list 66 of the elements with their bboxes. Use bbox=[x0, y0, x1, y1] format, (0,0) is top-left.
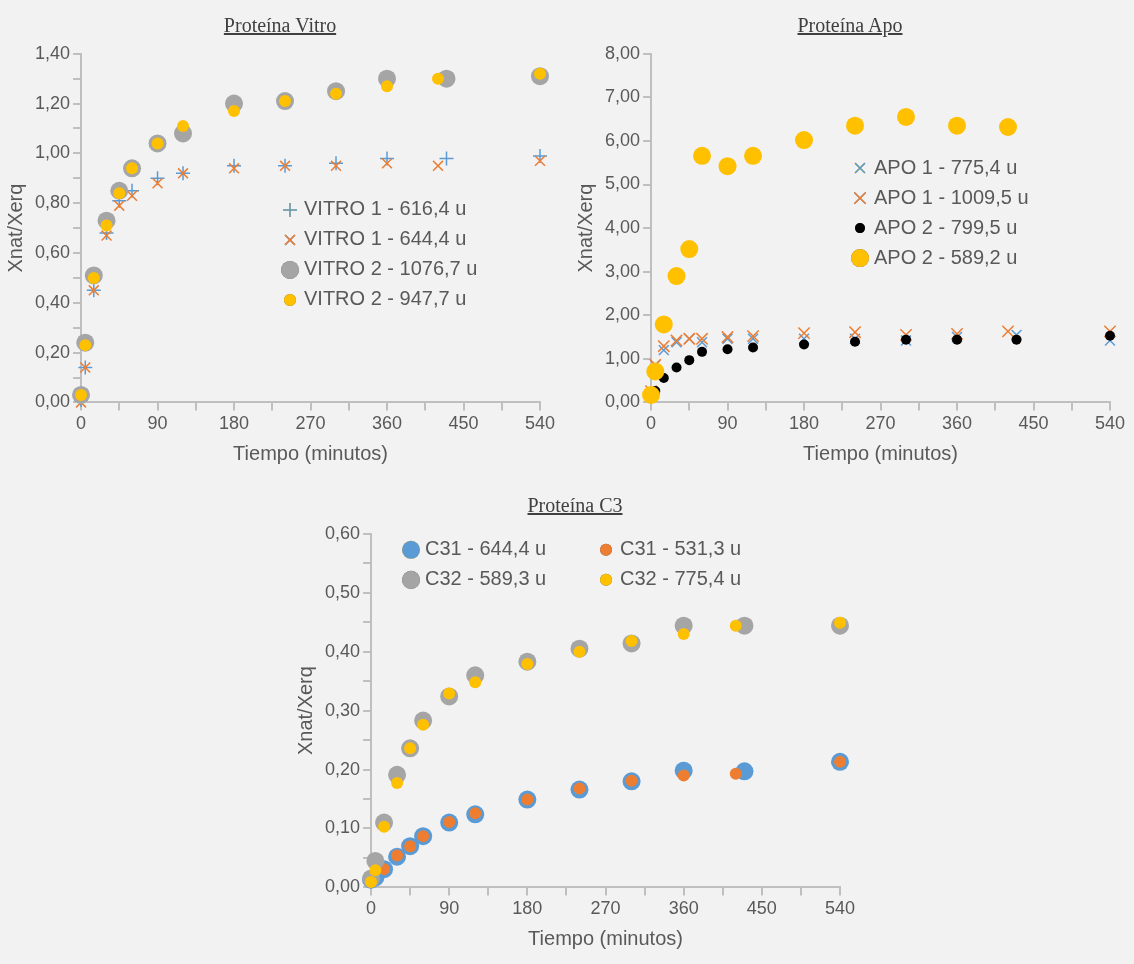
legend-label: APO 1 - 775,4 u bbox=[874, 155, 1018, 178]
legend-label: VITRO 2 - 947,7 u bbox=[304, 287, 467, 310]
legend-label: C31 - 531,3 u bbox=[620, 537, 742, 560]
y-axis-title: Xnat/Xerq bbox=[3, 183, 26, 273]
y-tick-label: 1,00 bbox=[34, 142, 71, 163]
x-tick-label: 180 bbox=[219, 413, 250, 434]
y-tick-label: 0,10 bbox=[324, 817, 361, 838]
legend-label: APO 2 - 799,5 u bbox=[874, 215, 1018, 238]
x-tick-label: 0 bbox=[646, 413, 657, 434]
y-tick-label: 0,00 bbox=[34, 391, 71, 412]
legend-label: C31 - 644,4 u bbox=[425, 537, 547, 560]
chart-title: Proteína Vitro bbox=[222, 14, 338, 37]
y-tick-label: 0,80 bbox=[34, 192, 71, 213]
y-tick-label: 0,40 bbox=[34, 291, 71, 312]
x-tick-label: 450 bbox=[1018, 413, 1049, 434]
y-tick-label: 0,20 bbox=[34, 341, 71, 362]
x-tick-label: 360 bbox=[371, 413, 403, 434]
y-tick-label: 0,20 bbox=[324, 758, 361, 779]
y-tick-label: 0,00 bbox=[324, 876, 361, 897]
y-tick-label: 0,00 bbox=[604, 391, 641, 412]
y-tick-label: 6,00 bbox=[604, 129, 641, 150]
x-tick-label: 360 bbox=[668, 898, 699, 919]
legend-label: C32 - 775,4 u bbox=[620, 567, 742, 590]
y-tick-label: 4,00 bbox=[604, 217, 641, 238]
x-tick-label: 450 bbox=[746, 898, 777, 919]
y-tick-label: 0,60 bbox=[34, 241, 71, 262]
x-tick-label: 0 bbox=[76, 413, 87, 434]
x-tick-label: 540 bbox=[524, 413, 556, 434]
legend-label: VITRO 1 - 644,4 u bbox=[304, 227, 467, 250]
x-tick-label: 360 bbox=[941, 413, 973, 434]
x-axis-title: Tiempo (minutos) bbox=[233, 441, 388, 464]
x-tick-label: 450 bbox=[448, 413, 479, 434]
x-tick-label: 540 bbox=[1094, 413, 1126, 434]
x-tick-label: 180 bbox=[789, 413, 820, 434]
y-tick-label: 5,00 bbox=[604, 173, 641, 194]
y-axis-title: Xnat/Xerq bbox=[573, 183, 596, 273]
x-tick-label: 0 bbox=[366, 898, 377, 919]
x-axis-title: Tiempo (minutos) bbox=[803, 441, 958, 464]
y-tick-label: 0,40 bbox=[324, 640, 361, 661]
legend-label: VITRO 2 - 1076,7 u bbox=[304, 257, 478, 280]
x-tick-label: 270 bbox=[295, 413, 326, 434]
chart-title: Proteína Apo bbox=[796, 14, 904, 37]
chart-title: Proteína C3 bbox=[526, 494, 624, 517]
y-tick-label: 1,00 bbox=[604, 347, 641, 368]
legend-label: APO 1 - 1009,5 u bbox=[874, 185, 1029, 208]
x-tick-label: 540 bbox=[824, 898, 856, 919]
y-tick-label: 1,20 bbox=[34, 92, 71, 113]
x-tick-label: 180 bbox=[512, 898, 543, 919]
x-tick-label: 90 bbox=[439, 898, 460, 919]
legend-label: APO 2 - 589,2 u bbox=[874, 245, 1018, 268]
y-tick-label: 0,30 bbox=[324, 699, 361, 720]
x-tick-label: 90 bbox=[717, 413, 738, 434]
y-tick-label: 0,50 bbox=[324, 581, 361, 602]
y-axis-title: Xnat/Xerq bbox=[293, 666, 316, 756]
legend-label: VITRO 1 - 616,4 u bbox=[304, 197, 467, 220]
x-tick-label: 270 bbox=[865, 413, 896, 434]
legend-label: C32 - 589,3 u bbox=[425, 567, 547, 590]
y-tick-label: 7,00 bbox=[604, 86, 641, 107]
y-tick-label: 8,00 bbox=[604, 42, 641, 63]
y-tick-label: 1,40 bbox=[34, 42, 71, 63]
y-tick-label: 0,60 bbox=[324, 522, 361, 543]
x-tick-label: 270 bbox=[590, 898, 621, 919]
y-tick-label: 2,00 bbox=[604, 304, 641, 325]
x-axis-title: Tiempo (minutos) bbox=[528, 926, 683, 949]
y-tick-label: 3,00 bbox=[604, 260, 641, 281]
x-tick-label: 90 bbox=[147, 413, 168, 434]
